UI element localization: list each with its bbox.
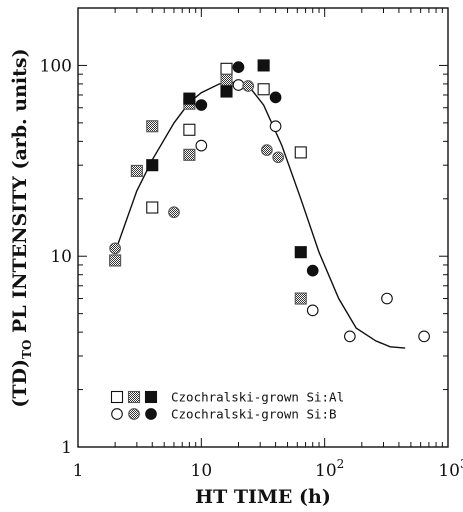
- x-axis-tick-labels: 110102103: [73, 457, 463, 481]
- square-filled-marker: [294, 246, 307, 259]
- trend-line: [114, 81, 406, 349]
- plot-frame: [77, 7, 449, 448]
- y-tick-label: 1: [61, 438, 72, 458]
- square-filled-marker: [220, 85, 233, 98]
- legend: Czochralski-grown Si:Al Czochralski-grown…: [110, 390, 344, 422]
- y-tick-label: 10: [50, 247, 72, 267]
- x-tick-label-base: 10: [191, 461, 213, 481]
- x-tick-label: 103: [438, 457, 463, 481]
- x-tick-label-base: 10: [438, 461, 460, 481]
- square-hatched-marker: [294, 292, 307, 305]
- y-axis-title-pre: (TD): [9, 359, 31, 408]
- x-tick-label: 1: [73, 461, 84, 481]
- square-hatched-marker: [183, 148, 196, 161]
- circle-hatched-marker: [242, 80, 255, 92]
- circle-filled-marker: [195, 99, 208, 111]
- square-hatched-marker: [109, 254, 122, 267]
- circle-hatched-marker: [128, 408, 140, 420]
- square-open-marker: [110, 390, 124, 404]
- square-filled-marker: [144, 390, 158, 404]
- square-filled-marker: [146, 159, 159, 172]
- x-tick-label-exp: 2: [337, 457, 345, 471]
- circle-filled-marker: [269, 91, 282, 104]
- circle-hatched-marker: [168, 206, 180, 219]
- square-filled-marker: [257, 59, 270, 72]
- circle-filled-marker: [145, 408, 157, 420]
- circle-open-marker: [306, 304, 319, 317]
- legend-label: Czochralski-grown Si:B: [171, 407, 337, 422]
- y-axis-tick-labels: 1 10 100: [40, 56, 72, 458]
- square-open-marker: [294, 146, 307, 159]
- square-open-marker: [183, 123, 196, 136]
- x-axis-title: HT TIME (h): [195, 486, 331, 508]
- x-tick-label-base: 1: [73, 461, 84, 481]
- x-tick-label: 102: [315, 457, 344, 481]
- circle-open-marker: [343, 330, 356, 343]
- circle-hatched-marker: [272, 151, 285, 164]
- circle-hatched-marker: [261, 144, 273, 156]
- circle-hatched-marker: [109, 242, 121, 255]
- square-hatched-marker: [130, 164, 143, 177]
- circle-filled-marker: [306, 264, 319, 277]
- square-hatched-marker: [220, 73, 233, 86]
- circle-filled-marker: [232, 61, 245, 73]
- data-points: [109, 59, 430, 343]
- circle-open-marker: [418, 330, 430, 343]
- y-axis-title: (TD)TO PL INTENSITY (arb. units): [9, 48, 34, 407]
- y-axis-ticks: [78, 7, 448, 448]
- x-tick-label: 10: [191, 461, 213, 481]
- square-open-marker: [257, 83, 270, 96]
- circle-open-marker: [269, 120, 282, 133]
- x-tick-label-base: 10: [315, 461, 337, 481]
- x-axis-ticks: [77, 8, 443, 447]
- circle-open-marker: [232, 79, 245, 91]
- square-filled-marker: [183, 92, 196, 105]
- square-hatched-marker: [127, 390, 141, 404]
- y-axis-title-sub: TO: [20, 340, 34, 359]
- y-axis-title-post: PL INTENSITY (arb. units): [9, 48, 31, 339]
- circle-open-marker: [381, 292, 393, 305]
- y-tick-label: 100: [40, 56, 72, 76]
- square-open-marker: [220, 62, 233, 75]
- square-open-marker: [146, 201, 159, 214]
- circle-open-marker: [111, 408, 123, 420]
- x-tick-label-exp: 3: [460, 457, 463, 471]
- square-hatched-marker: [146, 120, 159, 133]
- legend-label: Czochralski-grown Si:Al: [171, 390, 344, 405]
- circle-open-marker: [195, 139, 208, 152]
